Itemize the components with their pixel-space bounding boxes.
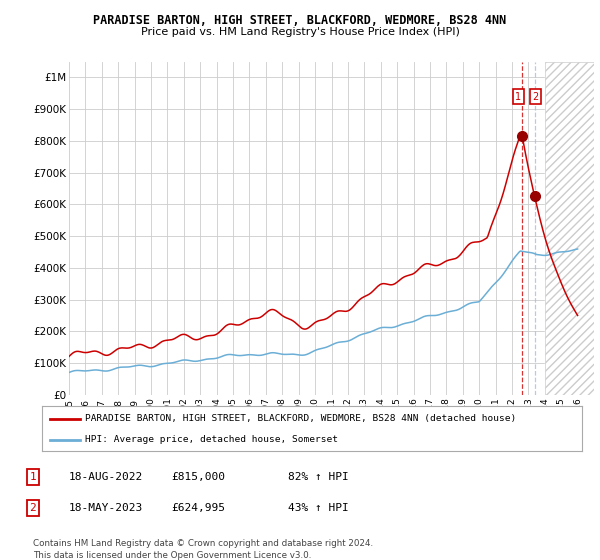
- Text: PARADISE BARTON, HIGH STREET, BLACKFORD, WEDMORE, BS28 4NN: PARADISE BARTON, HIGH STREET, BLACKFORD,…: [94, 14, 506, 27]
- Text: 18-MAY-2023: 18-MAY-2023: [69, 503, 143, 513]
- Bar: [545, 62, 594, 395]
- Text: £624,995: £624,995: [171, 503, 225, 513]
- Text: 43% ↑ HPI: 43% ↑ HPI: [288, 503, 349, 513]
- Text: Price paid vs. HM Land Registry's House Price Index (HPI): Price paid vs. HM Land Registry's House …: [140, 27, 460, 37]
- Text: 1: 1: [29, 472, 37, 482]
- Text: 2: 2: [532, 91, 538, 101]
- Text: HPI: Average price, detached house, Somerset: HPI: Average price, detached house, Some…: [85, 435, 338, 444]
- Bar: [545, 62, 594, 395]
- Text: 18-AUG-2022: 18-AUG-2022: [69, 472, 143, 482]
- Text: PARADISE BARTON, HIGH STREET, BLACKFORD, WEDMORE, BS28 4NN (detached house): PARADISE BARTON, HIGH STREET, BLACKFORD,…: [85, 414, 517, 423]
- Text: 1: 1: [515, 91, 521, 101]
- Text: Contains HM Land Registry data © Crown copyright and database right 2024.
This d: Contains HM Land Registry data © Crown c…: [33, 539, 373, 559]
- Text: 2: 2: [29, 503, 37, 513]
- Text: 82% ↑ HPI: 82% ↑ HPI: [288, 472, 349, 482]
- Text: £815,000: £815,000: [171, 472, 225, 482]
